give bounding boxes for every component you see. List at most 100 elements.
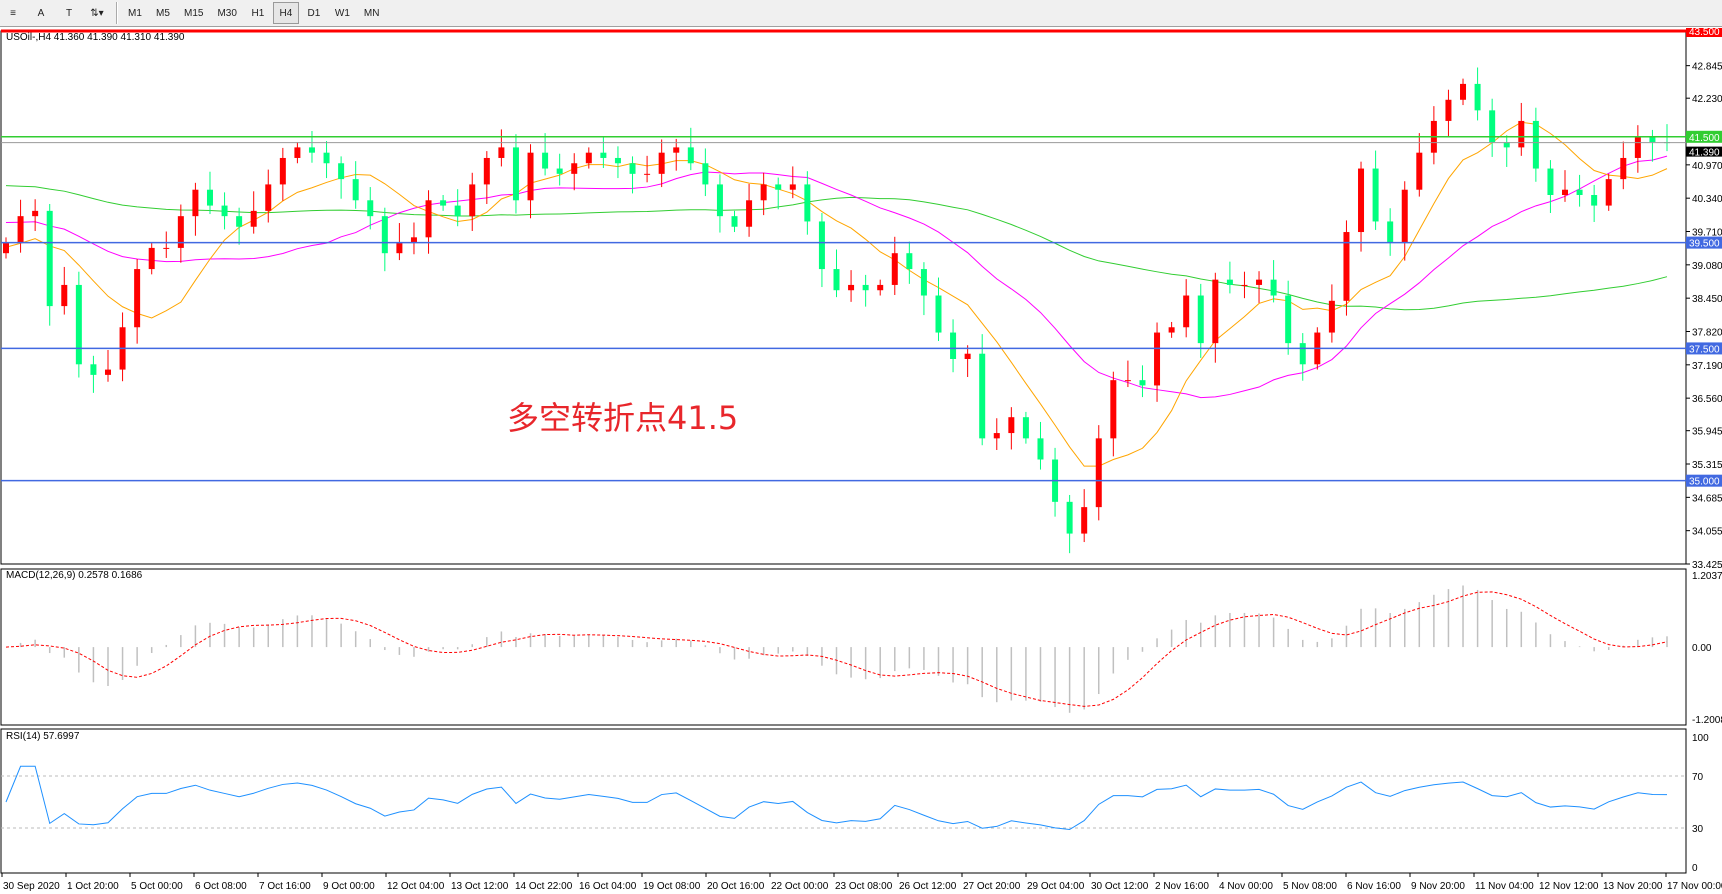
candle-body <box>716 184 723 217</box>
text-tool-button[interactable]: A <box>37 7 45 19</box>
level-label-bg <box>1686 28 1722 37</box>
candle-body <box>1081 507 1088 534</box>
candle-body <box>134 269 141 328</box>
candle-body <box>585 152 592 164</box>
candle-body <box>527 152 534 201</box>
candle-body <box>1532 120 1539 169</box>
time-tick-label: 5 Oct 00:00 <box>131 881 183 892</box>
time-tick-label: 12 Oct 04:00 <box>387 881 445 892</box>
rsi-tick-label: 30 <box>1692 824 1704 835</box>
timeframe-h4[interactable]: H4 <box>272 2 299 24</box>
level-label: 35.000 <box>1689 477 1720 488</box>
candle-body <box>3 242 9 254</box>
price-tick-label: 40.340 <box>1692 194 1722 205</box>
candle-body <box>1591 195 1598 206</box>
timeframe-m1[interactable]: M1 <box>128 7 142 19</box>
candle-body <box>687 147 694 164</box>
candle-body <box>483 157 490 185</box>
time-tick-label: 9 Nov 20:00 <box>1411 881 1465 892</box>
price-tick-label: 35.945 <box>1692 427 1722 438</box>
candle-body <box>1110 380 1117 439</box>
rsi-tick-label: 0 <box>1692 863 1698 874</box>
candle-body <box>294 147 301 158</box>
timeframe-h1[interactable]: H1 <box>251 7 265 19</box>
candle-body <box>760 184 767 201</box>
candle-body <box>542 152 549 169</box>
time-tick-label: 19 Oct 08:00 <box>643 881 701 892</box>
time-tick-label: 27 Oct 20:00 <box>963 881 1021 892</box>
candle-body <box>206 189 213 206</box>
time-tick-label: 13 Oct 12:00 <box>451 881 509 892</box>
candle-body <box>1139 380 1146 386</box>
price-tick-label: 39.080 <box>1692 261 1722 272</box>
candle-body <box>440 200 447 206</box>
time-tick-label: 17 Nov 00:00 <box>1667 881 1722 892</box>
time-tick-label: 16 Oct 04:00 <box>579 881 637 892</box>
timeframe-d1[interactable]: D1 <box>307 7 321 19</box>
candle-body <box>964 353 971 359</box>
candle-body <box>75 284 82 365</box>
pane-frame <box>0 728 1687 874</box>
arrows-tool-button[interactable]: ⇅▾ <box>90 7 104 19</box>
candle-body <box>1197 295 1204 344</box>
timeframe-m30[interactable]: M30 <box>217 7 237 19</box>
price-chart[interactable]: 42.845 42.230 40.970 40.340 39.710 39.080 38.4… <box>0 28 1722 894</box>
level-label-bg <box>1686 130 1722 143</box>
time-tick-label: 26 Oct 12:00 <box>899 881 957 892</box>
candle-body <box>571 163 578 174</box>
candle-body <box>90 364 97 375</box>
price-tick-label: 35.315 <box>1692 460 1722 471</box>
ma-slow-line <box>5 185 1668 311</box>
candle-body <box>352 179 359 201</box>
candle-body <box>323 152 330 164</box>
candle-body <box>556 168 563 174</box>
timeframe-mn[interactable]: MN <box>363 7 380 19</box>
candle-body <box>731 216 738 227</box>
candle-body <box>833 269 840 291</box>
candle-body <box>1576 189 1583 195</box>
candle-body <box>498 147 505 158</box>
ma-fast-line <box>5 121 1668 467</box>
timeframe-m5[interactable]: M5 <box>156 7 170 19</box>
rsi-tick-label: 70 <box>1692 772 1704 783</box>
candle-body <box>1387 221 1394 243</box>
fibo-tool-button[interactable]: ≡ <box>10 7 16 19</box>
candle-body <box>979 353 986 439</box>
time-tick-label: 4 Nov 00:00 <box>1219 881 1273 892</box>
candle-body <box>920 269 927 296</box>
annotation-text[interactable]: 多空转折点41.5 <box>507 399 739 437</box>
candle-body <box>104 369 111 375</box>
candle-body <box>163 247 170 249</box>
candle-body <box>32 210 39 217</box>
candle-body <box>1256 279 1263 285</box>
level-label-bg <box>1686 342 1722 355</box>
candle-body <box>46 210 53 307</box>
text-label-tool-button[interactable]: T <box>65 7 73 19</box>
candle-body <box>1358 168 1365 233</box>
timeframe-m15[interactable]: M15 <box>184 7 204 19</box>
pane-frame <box>0 568 1687 726</box>
candle-body <box>950 332 957 359</box>
price-tick-label: 34.055 <box>1692 527 1722 538</box>
candle-body <box>17 216 24 243</box>
time-tick-label: 14 Oct 22:00 <box>515 881 573 892</box>
candle-body <box>1212 279 1219 344</box>
candle-body <box>410 237 417 243</box>
price-tick-label: 37.820 <box>1692 327 1722 338</box>
time-tick-label: 6 Nov 16:00 <box>1347 881 1401 892</box>
time-tick-label: 11 Nov 04:00 <box>1475 881 1534 892</box>
time-tick-label: 13 Nov 20:00 <box>1603 881 1663 892</box>
candle-body <box>1518 120 1525 148</box>
candle-body <box>906 253 913 270</box>
candle-body <box>1183 295 1190 328</box>
candle-body <box>1562 189 1569 195</box>
timeframe-w1[interactable]: W1 <box>334 7 350 19</box>
candle-body <box>1270 279 1277 296</box>
candle-body <box>658 152 665 174</box>
price-tick-label: 33.425 <box>1692 560 1722 571</box>
rsi-label: RSI(14) 57.6997 <box>6 731 80 742</box>
candle-body <box>1285 295 1292 344</box>
time-tick-label: 30 Sep 2020 <box>3 881 60 892</box>
candle-body <box>1547 168 1554 195</box>
rsi-tick-label: 100 <box>1692 733 1709 744</box>
